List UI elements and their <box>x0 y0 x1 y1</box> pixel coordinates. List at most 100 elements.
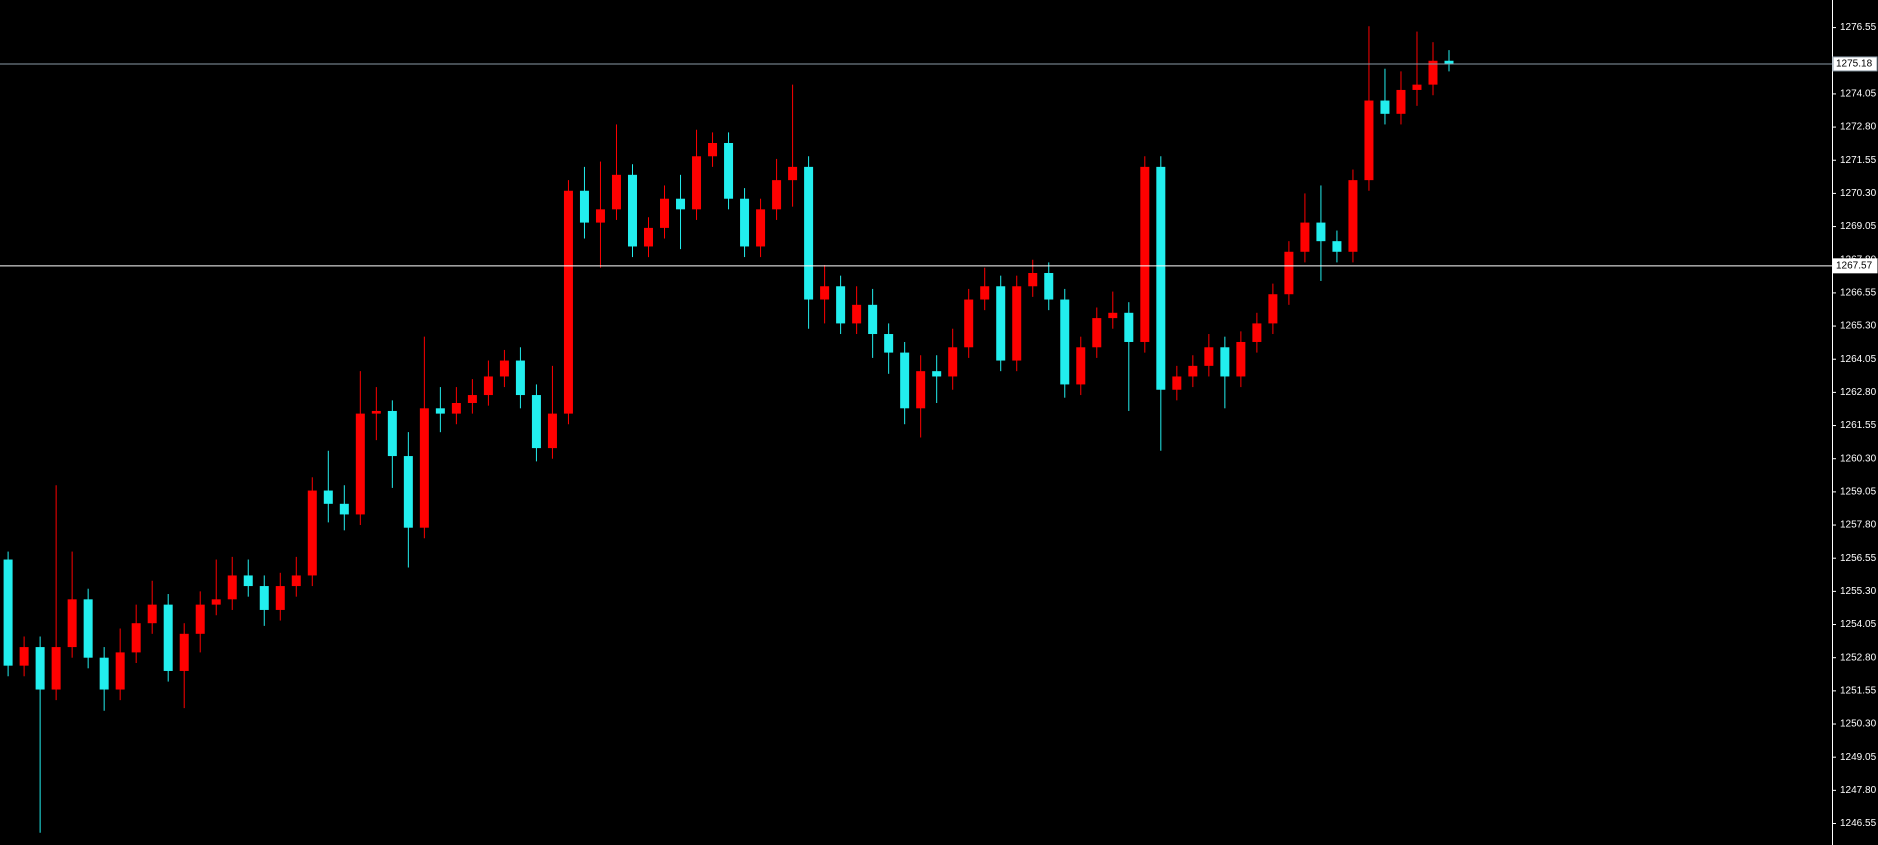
price-label-box <box>1832 258 1878 274</box>
candle-body <box>1204 347 1214 366</box>
candle-body <box>467 395 477 403</box>
candle-body <box>19 647 29 666</box>
candle-body <box>1028 273 1038 287</box>
candle-body <box>932 371 942 377</box>
candle-body <box>3 559 13 666</box>
candle-body <box>1444 60 1454 64</box>
candle-body <box>435 408 445 414</box>
candle-body <box>355 413 365 515</box>
y-tick-label: 1265.30 <box>1840 321 1877 332</box>
candle-body <box>387 410 397 457</box>
y-tick-label: 1269.05 <box>1840 221 1877 232</box>
candle-body <box>611 174 621 210</box>
candle-body <box>211 599 221 605</box>
y-tick-label: 1276.55 <box>1840 22 1877 33</box>
candle-body <box>595 209 605 223</box>
candle-body <box>1108 312 1118 319</box>
candle-body <box>1236 341 1246 377</box>
candle-body <box>980 286 990 300</box>
candle-body <box>515 360 525 396</box>
y-tick-label: 1264.05 <box>1840 354 1877 365</box>
candle-body <box>1396 89 1406 114</box>
candle-body <box>1252 323 1262 342</box>
candle-body <box>627 174 637 247</box>
candle-body <box>179 633 189 671</box>
candle-body <box>99 657 109 690</box>
candle-body <box>243 575 253 587</box>
candle-body <box>483 376 493 396</box>
y-tick-label: 1256.55 <box>1840 553 1877 564</box>
candle-body <box>996 286 1006 361</box>
candle-body <box>419 408 429 528</box>
candle-body <box>788 166 798 181</box>
candle-body <box>772 180 782 210</box>
candle-body <box>1124 312 1134 342</box>
candle-body <box>1332 241 1342 252</box>
y-tick-label: 1257.80 <box>1840 520 1877 531</box>
candle-body <box>1044 273 1054 300</box>
candle-body <box>563 190 573 414</box>
price-label: 1267.57 <box>1836 260 1873 271</box>
candle-body <box>115 652 125 690</box>
candle-body <box>307 490 317 576</box>
y-tick-label: 1266.55 <box>1840 288 1877 299</box>
candle-body <box>900 352 910 409</box>
candle-body <box>1140 166 1150 342</box>
y-tick-label: 1249.05 <box>1840 752 1877 763</box>
candle-body <box>1284 251 1294 295</box>
candle-body <box>1092 318 1102 348</box>
y-tick-label: 1247.80 <box>1840 785 1877 796</box>
candle-body <box>740 198 750 247</box>
candle-body <box>35 647 45 690</box>
candle-body <box>579 190 589 223</box>
y-tick-label: 1246.55 <box>1840 818 1877 829</box>
y-tick-label: 1272.80 <box>1840 122 1877 133</box>
candle-body <box>660 198 670 228</box>
y-tick-label: 1255.30 <box>1840 586 1877 597</box>
candle-body <box>884 334 894 353</box>
candle-body <box>1188 365 1198 377</box>
y-tick-label: 1274.05 <box>1840 89 1877 100</box>
y-tick-label: 1261.55 <box>1840 420 1877 431</box>
candle-body <box>291 575 301 587</box>
candle-body <box>852 304 862 324</box>
candle-body <box>1348 180 1358 252</box>
candle-body <box>227 575 237 600</box>
candle-body <box>1316 222 1326 242</box>
candle-body <box>547 413 557 449</box>
candle-body <box>83 599 93 658</box>
candle-body <box>451 403 461 414</box>
candle-body <box>499 360 509 377</box>
candle-body <box>948 347 958 377</box>
candle-body <box>836 286 846 324</box>
candle-body <box>1060 299 1070 385</box>
candle-body <box>708 143 718 157</box>
y-tick-label: 1254.05 <box>1840 619 1877 630</box>
candle-body <box>804 166 814 300</box>
price-label: 1275.18 <box>1836 59 1873 70</box>
candle-body <box>339 503 349 515</box>
candle-body <box>147 604 157 624</box>
candle-body <box>1380 100 1390 114</box>
candle-body <box>916 371 926 409</box>
y-tick-label: 1259.05 <box>1840 487 1877 498</box>
candle-body <box>259 586 269 610</box>
candle-body <box>275 586 285 610</box>
candle-body <box>1364 100 1374 181</box>
candle-body <box>1300 222 1310 252</box>
candle-body <box>964 299 974 348</box>
y-tick-label: 1252.80 <box>1840 652 1877 663</box>
y-tick-label: 1262.80 <box>1840 387 1877 398</box>
candle-body <box>724 143 734 199</box>
candle-body <box>676 198 686 210</box>
candle-body <box>1412 84 1422 90</box>
candle-body <box>1268 294 1278 324</box>
candle-body <box>195 604 205 634</box>
y-tick-label: 1251.55 <box>1840 685 1877 696</box>
candle-body <box>131 623 141 653</box>
candle-body <box>868 304 878 335</box>
candle-body <box>403 456 413 528</box>
candle-body <box>644 227 653 247</box>
y-tick-label: 1250.30 <box>1840 719 1877 730</box>
